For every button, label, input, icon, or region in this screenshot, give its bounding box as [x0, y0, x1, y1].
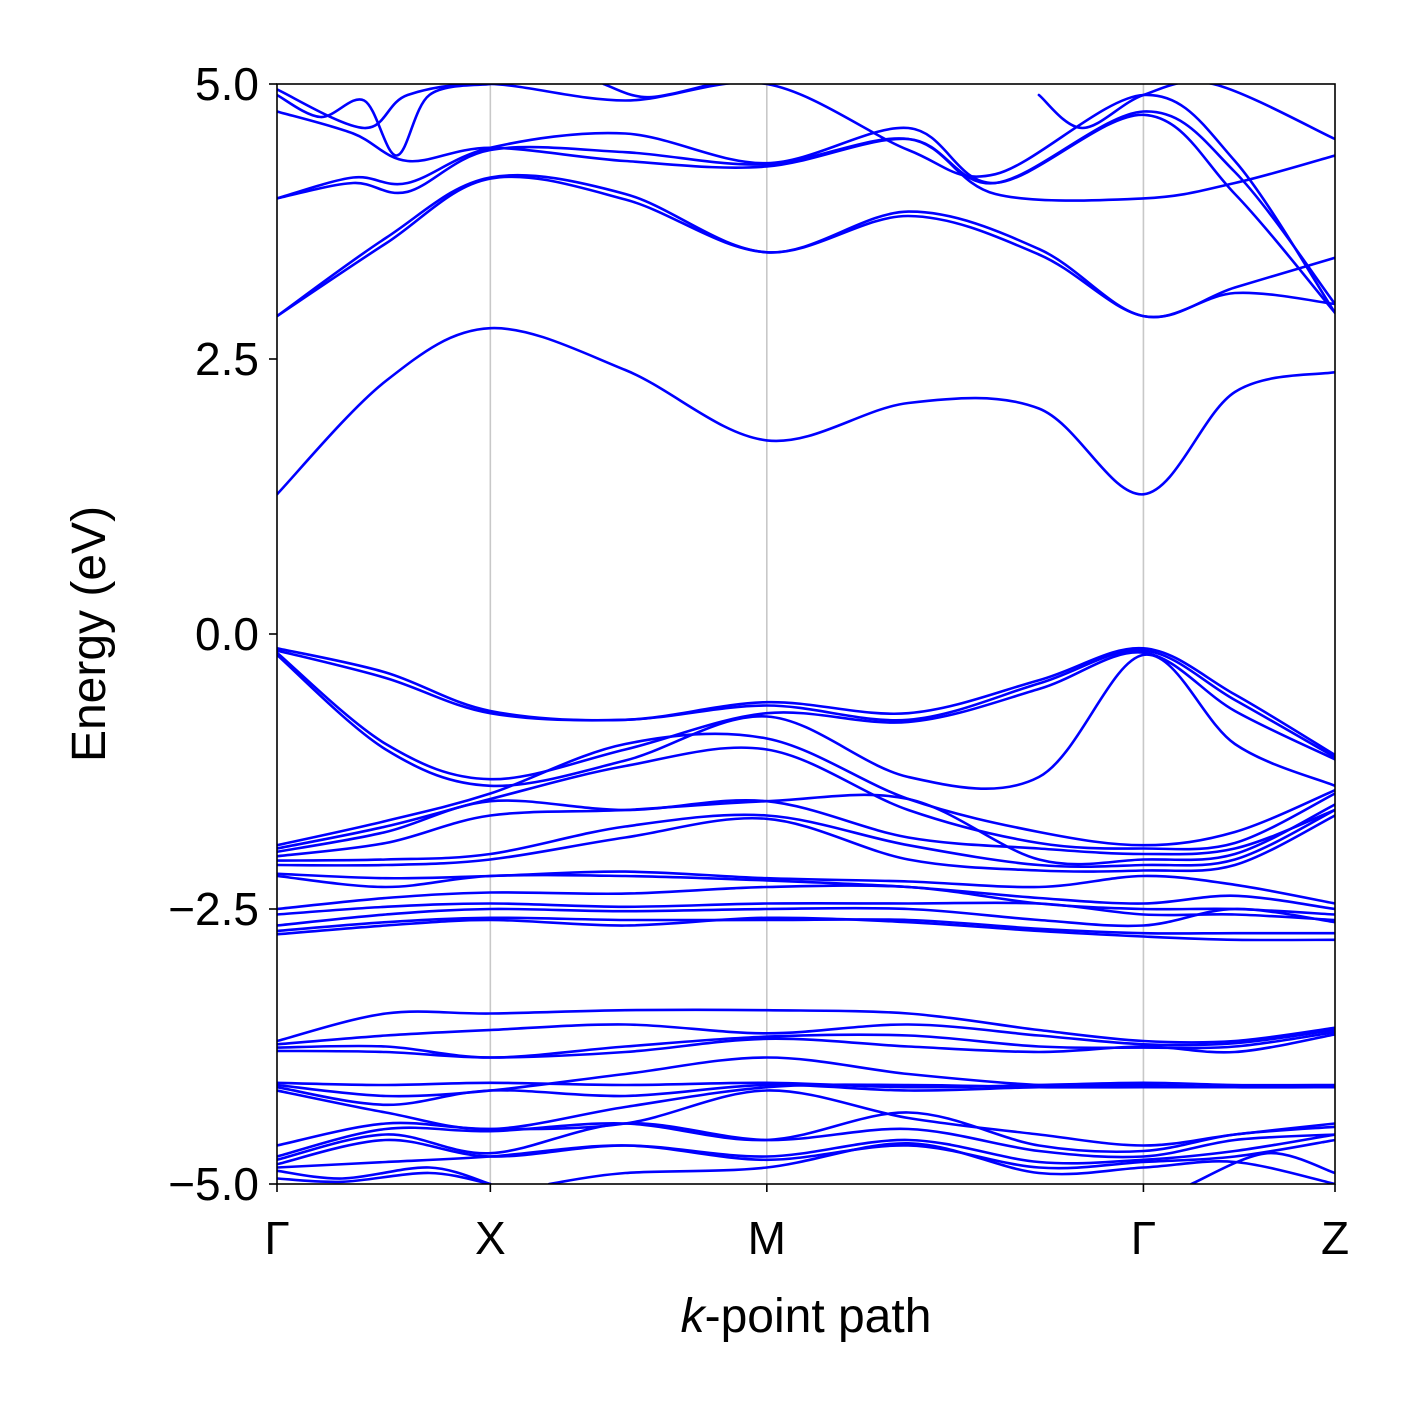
band-line — [277, 873, 1335, 911]
plot-frame — [276, 83, 1336, 1185]
band-line — [277, 916, 1335, 942]
x-tick-label: X — [475, 1212, 506, 1264]
band-line — [1190, 1151, 1335, 1184]
band-line — [277, 901, 1335, 922]
y-tick-label: −2.5 — [168, 883, 259, 935]
band-line — [277, 884, 1335, 916]
band-line — [277, 798, 1335, 856]
band-line — [277, 646, 1335, 757]
x-axis-title-italic: k — [681, 1290, 708, 1343]
band-line — [277, 1083, 1335, 1131]
band-line — [277, 651, 1335, 781]
x-tick-label: Γ — [264, 1212, 289, 1264]
x-axis-title: k-point path — [681, 1290, 932, 1343]
x-tick-label: Γ — [1131, 1212, 1156, 1264]
band-line — [277, 1133, 1335, 1166]
y-tick-label: 2.5 — [195, 333, 259, 385]
band-line — [277, 1089, 1335, 1147]
band-line — [277, 808, 1335, 868]
band-line — [277, 1056, 1335, 1098]
symmetry-lines — [489, 84, 1145, 1184]
y-ticks: −5.0 −2.5 0.0 2.5 5.0 — [168, 58, 277, 1210]
band-line — [277, 113, 1335, 315]
band-line — [277, 84, 492, 157]
band-line — [602, 84, 714, 99]
band-line — [277, 110, 1335, 306]
y-tick-label: 5.0 — [195, 58, 259, 110]
band-line — [277, 732, 1335, 847]
band-line — [277, 84, 1335, 315]
band-line — [277, 1023, 1335, 1047]
x-tick-label: Z — [1321, 1212, 1349, 1264]
x-tick-label: M — [748, 1212, 786, 1264]
band-line — [277, 1122, 1335, 1162]
band-line — [277, 1008, 1335, 1044]
band-line — [277, 649, 1335, 759]
band-line — [277, 1166, 492, 1184]
band-line — [277, 175, 1335, 319]
band-line — [277, 137, 1335, 202]
y-axis-title: Energy (eV) — [63, 506, 116, 762]
band-line — [277, 326, 1335, 496]
band-line — [277, 1033, 1335, 1059]
band-line — [277, 1138, 1335, 1170]
y-tick-label: −5.0 — [168, 1158, 259, 1210]
band-lines — [277, 84, 1335, 1184]
band-line — [277, 814, 1335, 873]
band-line — [277, 1171, 492, 1184]
band-line — [277, 870, 1335, 905]
band-line — [277, 1111, 1335, 1158]
band-line — [277, 906, 1335, 928]
band-line — [277, 653, 1335, 791]
x-axis-title-rest: -point path — [705, 1290, 932, 1343]
y-tick-label: 0.0 — [195, 608, 259, 660]
band-line — [547, 1141, 1335, 1184]
band-line — [277, 793, 1335, 866]
band-line — [1037, 84, 1335, 141]
